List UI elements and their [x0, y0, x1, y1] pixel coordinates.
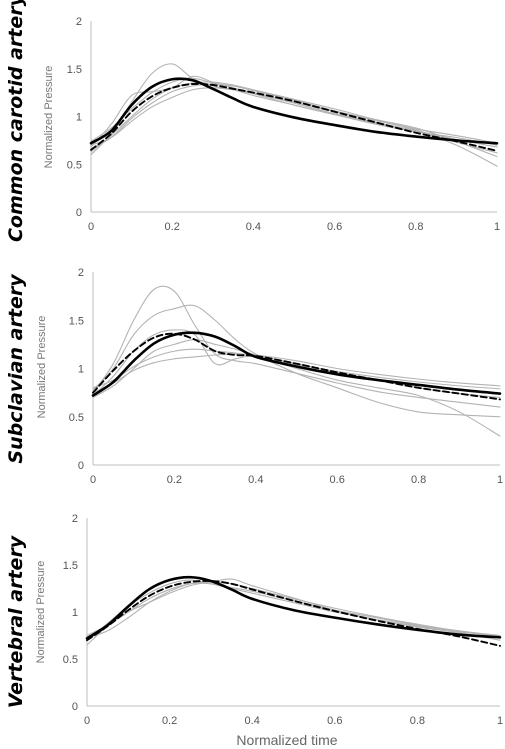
x-tick-label: 0.4	[246, 221, 261, 233]
x-tick-label: 0.2	[165, 221, 180, 233]
y-tick-label: 0.5	[67, 159, 82, 171]
x-tick-label: 0.8	[408, 221, 423, 233]
y-tick-label: 1.5	[63, 560, 78, 572]
plot-area: 0 0.5 1 1.5 2 0 0.2 0.4 0.6 0.8 1	[67, 16, 500, 233]
y-tick-label: 1	[72, 607, 78, 619]
y-tick-label: 0	[72, 701, 78, 713]
individual-pressure-curve	[86, 578, 501, 646]
solid-mean-curve	[91, 331, 502, 397]
x-tick-label: 0	[84, 715, 90, 727]
chart-title: Subclavian artery	[5, 273, 27, 464]
dashed-mean-curve	[86, 579, 501, 647]
individual-pressure-curve	[92, 304, 501, 418]
x-tick-label: 0.2	[167, 474, 182, 486]
x-tick-label: 0.8	[411, 474, 426, 486]
plot-area: 0 0.5 1 1.5 2 0 0.2 0.4 0.6 0.8 1	[69, 267, 503, 486]
x-tick-label: 1	[497, 474, 503, 486]
y-tick-label: 0	[76, 207, 82, 219]
y-tick-label: 1	[78, 364, 84, 376]
chart-vertebral: Vertebral artery Normalized Pressure 0 0.…	[5, 513, 503, 748]
individual-pressure-curve	[90, 83, 498, 154]
dashed-mean-curve	[92, 332, 501, 401]
x-tick-label: 0.4	[245, 715, 260, 727]
x-axis-label: Normalized time	[236, 732, 337, 748]
y-tick-label: 2	[76, 16, 82, 28]
chart-common-carotid: Common carotid artery Normalized Pressur…	[5, 0, 500, 242]
chart-title: Common carotid artery	[5, 0, 27, 242]
plot-area: 0 0.5 1 1.5 2 0 0.2 0.4 0.6 0.8 1	[63, 513, 503, 727]
solid-mean-curve	[89, 77, 499, 145]
chart-title: Vertebral artery	[5, 534, 27, 708]
x-tick-label: 0.4	[248, 474, 263, 486]
x-tick-label: 1	[494, 221, 500, 233]
x-tick-label: 0.6	[330, 474, 345, 486]
y-tick-label: 0.5	[69, 412, 84, 424]
individual-pressure-curve	[92, 353, 501, 394]
x-tick-label: 0.2	[162, 715, 177, 727]
x-tick-label: 0.6	[327, 715, 342, 727]
individual-pressure-curve	[90, 81, 498, 158]
x-tick-label: 0.8	[410, 715, 425, 727]
y-tick-label: 2	[72, 513, 78, 525]
y-tick-label: 1	[76, 112, 82, 124]
dashed-mean-curve	[90, 82, 498, 152]
x-tick-label: 0	[90, 474, 96, 486]
y-tick-label: 1.5	[67, 64, 82, 76]
individual-pressure-curve	[86, 582, 501, 639]
individual-pressure-curve	[92, 285, 501, 408]
y-tick-label: 1.5	[69, 315, 84, 327]
y-axis-label: Normalized Pressure	[43, 66, 55, 169]
y-axis-label: Normalized Pressure	[35, 561, 47, 664]
y-tick-label: 0.5	[63, 654, 78, 666]
y-axis-label: Normalized Pressure	[36, 316, 48, 419]
y-tick-label: 2	[78, 267, 84, 279]
y-tick-label: 0	[78, 460, 84, 472]
solid-mean-curve	[85, 575, 502, 640]
x-tick-label: 0.6	[327, 221, 342, 233]
x-tick-label: 0	[88, 221, 94, 233]
x-tick-label: 1	[497, 715, 503, 727]
chart-subclavian: Subclavian artery Normalized Pressure 00…	[5, 267, 503, 486]
